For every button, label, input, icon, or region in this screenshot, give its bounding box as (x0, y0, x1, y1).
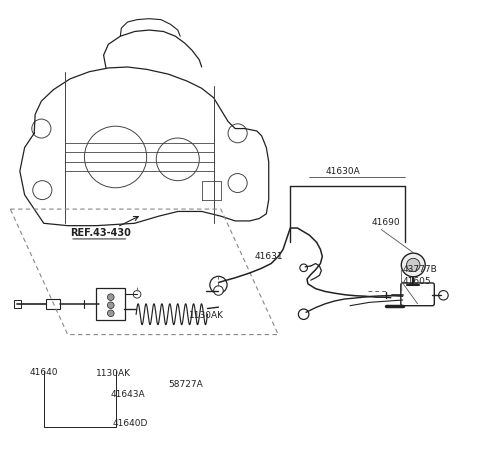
Circle shape (407, 258, 420, 272)
Bar (46, 299, 60, 309)
Circle shape (108, 302, 114, 309)
Text: 41640D: 41640D (112, 419, 148, 428)
Text: 58727A: 58727A (168, 380, 203, 389)
Text: 41690: 41690 (372, 218, 400, 227)
Circle shape (133, 291, 141, 298)
Text: 41630A: 41630A (325, 167, 360, 176)
Bar (96, 288, 125, 320)
Circle shape (108, 294, 114, 301)
Text: REF.43-430: REF.43-430 (70, 228, 131, 238)
Text: 1130AK: 1130AK (189, 311, 224, 320)
Text: 41640: 41640 (29, 368, 58, 377)
Text: 41631: 41631 (254, 252, 283, 261)
FancyBboxPatch shape (401, 283, 434, 306)
Bar (14, 300, 21, 308)
Circle shape (401, 253, 425, 277)
Circle shape (108, 310, 114, 317)
Text: 1130AK: 1130AK (96, 369, 131, 378)
Circle shape (214, 286, 223, 295)
Text: 41643A: 41643A (110, 390, 145, 399)
Text: 41605: 41605 (403, 276, 432, 285)
Text: 43777B: 43777B (403, 265, 437, 274)
